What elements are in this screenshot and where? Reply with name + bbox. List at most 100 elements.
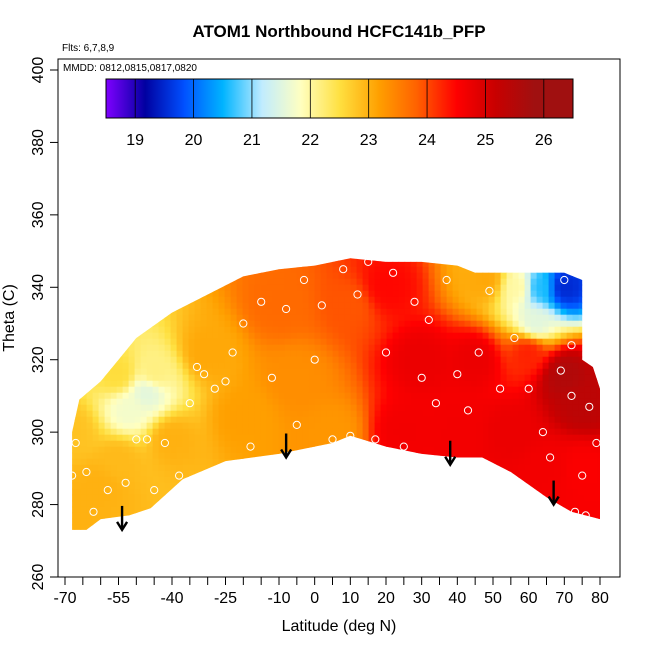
x-axis: -70 -55 -40 -25 -10 0 10 20 30 40 50 60 70 80 (53, 577, 609, 607)
sample-point (353, 290, 362, 299)
sample-point (292, 420, 301, 429)
x-tick-label: 70 (555, 590, 573, 607)
sample-point (510, 333, 519, 343)
sample-point (228, 348, 237, 357)
x-tick-label: 50 (484, 590, 502, 607)
x-tick-label: 40 (448, 590, 466, 607)
colorbar-tick-label: 20 (185, 132, 203, 149)
sample-point (132, 435, 141, 444)
sample-point (474, 348, 483, 357)
x-tick-label: 0 (310, 590, 319, 607)
colorbar-segment (417, 79, 457, 118)
sample-point (570, 507, 580, 516)
sample-point (410, 297, 419, 306)
colorbar-frame (105, 78, 574, 119)
sample-point (282, 304, 291, 314)
colorbar-tick-label: 22 (301, 132, 319, 149)
sample-point (257, 297, 266, 306)
x-tick-label: 30 (413, 590, 431, 607)
sample-point (364, 257, 373, 266)
x-tick-label: -70 (53, 590, 76, 607)
dates-note: MMDD: 0812,0815,0817,0820 (63, 63, 197, 74)
sample-point (496, 384, 505, 393)
sample-point (399, 442, 408, 451)
colorbar-segment (534, 79, 574, 118)
colorbar-segment (456, 79, 496, 118)
x-tick-label: -55 (107, 590, 130, 607)
y-tick-label: 340 (30, 274, 47, 301)
x-tick-label: 10 (341, 590, 359, 607)
sample-point (210, 384, 219, 393)
sample-point (68, 471, 77, 480)
sample-point (246, 442, 255, 451)
y-tick-label: 260 (30, 564, 47, 591)
x-tick-label: 80 (591, 590, 609, 607)
sample-point (424, 315, 433, 324)
sample-point (463, 406, 473, 415)
sample-point (121, 478, 130, 487)
sample-point (567, 391, 576, 400)
arrow-markers (116, 433, 560, 533)
x-tick-label: 20 (377, 590, 395, 607)
sample-point (381, 348, 391, 357)
sample-point (267, 373, 276, 382)
y-axis-label: Theta (C) (1, 284, 18, 352)
sample-point (221, 377, 230, 386)
down-arrow-icon (116, 505, 129, 533)
colorbar-segment (144, 79, 185, 118)
sample-point (567, 341, 576, 350)
down-arrow-icon (547, 480, 560, 507)
sample-point (431, 399, 440, 408)
flights-note: Flts: 6,7,8,9 (62, 43, 115, 54)
colorbar-segment (339, 79, 379, 118)
sample-point (453, 370, 462, 379)
sample-point (82, 467, 91, 477)
colorbar-segment (261, 79, 302, 118)
sample-point (485, 286, 494, 295)
colorbar-segment (106, 79, 146, 118)
x-tick-label: -10 (267, 590, 290, 607)
sample-point (175, 471, 184, 480)
colorbar-segment (222, 79, 263, 118)
y-tick-label: 400 (30, 57, 47, 84)
sample-point (328, 435, 337, 444)
sample-point (417, 373, 426, 382)
sample-point (546, 453, 555, 462)
sample-point (581, 511, 590, 520)
sample-point (89, 507, 98, 516)
sample-point (442, 275, 451, 285)
sample-point (389, 268, 398, 277)
sample-point (346, 431, 355, 440)
sample-point (103, 486, 112, 495)
colorbar-segment (378, 79, 418, 118)
colorbar: 19 20 21 22 23 24 25 26 (105, 78, 574, 149)
x-tick-label: 60 (520, 590, 538, 607)
y-axis: 260 280 300 320 340 360 380 400 (30, 57, 58, 591)
sample-point (556, 366, 565, 375)
sample-point (299, 275, 309, 285)
colorbar-segment (183, 79, 224, 118)
sample-point (578, 471, 587, 480)
y-tick-label: 300 (30, 419, 47, 446)
sample-point (71, 438, 80, 448)
colorbar-tick-label: 19 (126, 132, 144, 149)
colorbar-tick-label: 24 (418, 132, 436, 149)
y-tick-label: 380 (30, 129, 47, 156)
chart-title: ATOM1 Northbound HCFC141b_PFP (192, 22, 485, 41)
y-tick-label: 280 (30, 491, 47, 518)
x-axis-label: Latitude (deg N) (282, 618, 397, 635)
sample-point (560, 275, 569, 285)
sample-point (150, 486, 159, 495)
down-arrow-icon (444, 440, 457, 467)
sample-point (200, 370, 209, 379)
colorbar-tick-label: 25 (477, 132, 495, 149)
colorbar-tick-label: 21 (243, 132, 261, 149)
x-tick-label: -25 (214, 590, 237, 607)
colorbar-segment (300, 79, 340, 118)
down-arrow-icon (280, 433, 293, 460)
y-tick-label: 360 (30, 201, 47, 228)
sample-point (317, 301, 326, 310)
sample-points (68, 257, 601, 520)
sample-point (339, 265, 348, 274)
sample-point (371, 435, 380, 444)
